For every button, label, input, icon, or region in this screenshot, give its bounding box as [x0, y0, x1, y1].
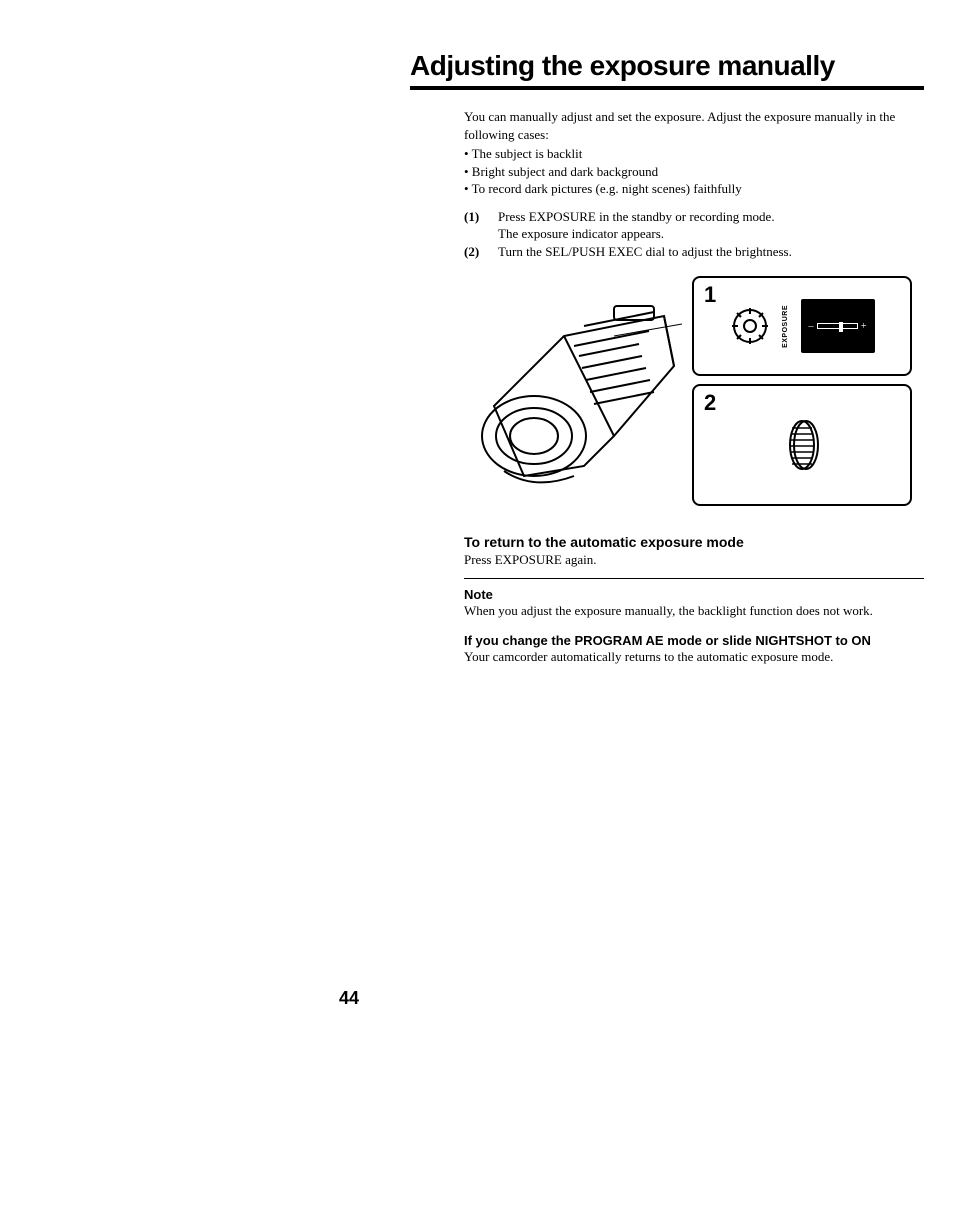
step-text: Turn the SEL/PUSH EXEC dial to adjust th… — [498, 244, 792, 259]
exposure-indicator-icon: – + — [809, 321, 867, 331]
return-heading: To return to the automatic exposure mode — [464, 534, 924, 550]
figure-panels: 1 — [692, 276, 912, 506]
step-item: (1) Press EXPOSURE in the standby or rec… — [464, 208, 924, 243]
divider — [464, 578, 924, 579]
step-text: Press EXPOSURE in the standby or recordi… — [498, 209, 775, 224]
page-number: 44 — [339, 988, 359, 1009]
if-body: Your camcorder automatically returns to … — [464, 649, 924, 665]
bullet-list: • The subject is backlit • Bright subjec… — [464, 145, 924, 198]
panel-number: 2 — [704, 390, 716, 416]
panel-2: 2 — [692, 384, 912, 506]
step-text: The exposure indicator appears. — [498, 226, 664, 241]
page-title: Adjusting the exposure manually — [410, 50, 924, 90]
step-item: (2) Turn the SEL/PUSH EXEC dial to adjus… — [464, 243, 924, 261]
intro-block: You can manually adjust and set the expo… — [410, 108, 924, 260]
intro-lead: You can manually adjust and set the expo… — [464, 108, 924, 143]
step-body: Press EXPOSURE in the standby or recordi… — [498, 208, 924, 243]
panel-1: 1 — [692, 276, 912, 376]
if-heading: If you change the PROGRAM AE mode or sli… — [464, 633, 924, 648]
return-body: Press EXPOSURE again. — [464, 552, 924, 568]
minus-icon: – — [809, 321, 814, 332]
note-heading: Note — [464, 587, 924, 602]
camcorder-illustration — [464, 276, 684, 506]
plus-icon: + — [861, 321, 867, 332]
steps-list: (1) Press EXPOSURE in the standby or rec… — [464, 208, 924, 261]
lcd-screen-icon: – + — [801, 299, 875, 353]
camcorder-icon — [464, 276, 684, 506]
exposure-bar-icon — [817, 323, 858, 329]
step-number: (1) — [464, 208, 492, 243]
exposure-label: EXPOSURE — [782, 305, 789, 348]
note-body: When you adjust the exposure manually, t… — [464, 603, 924, 619]
bullet-item: • Bright subject and dark background — [464, 163, 924, 181]
figure: 1 — [464, 276, 924, 506]
step-number: (2) — [464, 243, 492, 261]
bullet-item: • The subject is backlit — [464, 145, 924, 163]
dial-icon — [785, 418, 819, 472]
bullet-item: • To record dark pictures (e.g. night sc… — [464, 180, 924, 198]
step-body: Turn the SEL/PUSH EXEC dial to adjust th… — [498, 243, 924, 261]
exposure-button-icon — [730, 306, 770, 346]
panel-number: 1 — [704, 282, 716, 308]
